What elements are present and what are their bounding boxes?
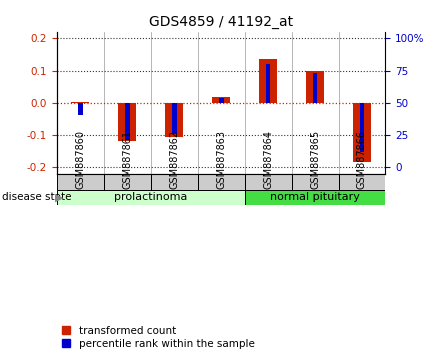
Bar: [57, 174, 104, 189]
Bar: [313, 73, 318, 103]
Bar: [71, 102, 89, 103]
Bar: [245, 189, 385, 205]
Bar: [259, 59, 277, 103]
Legend: transformed count, percentile rank within the sample: transformed count, percentile rank withi…: [62, 326, 254, 349]
Text: GSM887860: GSM887860: [75, 130, 85, 189]
Text: GSM887862: GSM887862: [169, 130, 179, 189]
Bar: [306, 70, 324, 103]
Bar: [360, 103, 364, 152]
Bar: [172, 103, 177, 135]
Bar: [219, 98, 223, 103]
Text: GSM887863: GSM887863: [216, 130, 226, 189]
Bar: [292, 174, 339, 189]
Text: prolactinoma: prolactinoma: [114, 193, 187, 202]
Text: GSM887861: GSM887861: [122, 130, 132, 189]
Bar: [151, 174, 198, 189]
Bar: [104, 174, 151, 189]
Bar: [57, 189, 245, 205]
Bar: [245, 174, 292, 189]
Text: disease state: disease state: [2, 193, 72, 202]
Bar: [118, 103, 136, 141]
Bar: [339, 174, 385, 189]
Title: GDS4859 / 41192_at: GDS4859 / 41192_at: [149, 16, 293, 29]
Bar: [212, 97, 230, 103]
Text: GSM887866: GSM887866: [357, 130, 367, 189]
Bar: [166, 103, 183, 137]
Bar: [198, 174, 245, 189]
Bar: [125, 103, 130, 140]
Bar: [353, 103, 371, 162]
Bar: [266, 64, 270, 103]
Text: GSM887864: GSM887864: [263, 130, 273, 189]
Text: normal pituitary: normal pituitary: [270, 193, 360, 202]
Bar: [78, 103, 83, 115]
Text: GSM887865: GSM887865: [310, 130, 320, 189]
Text: ▶: ▶: [55, 193, 63, 202]
